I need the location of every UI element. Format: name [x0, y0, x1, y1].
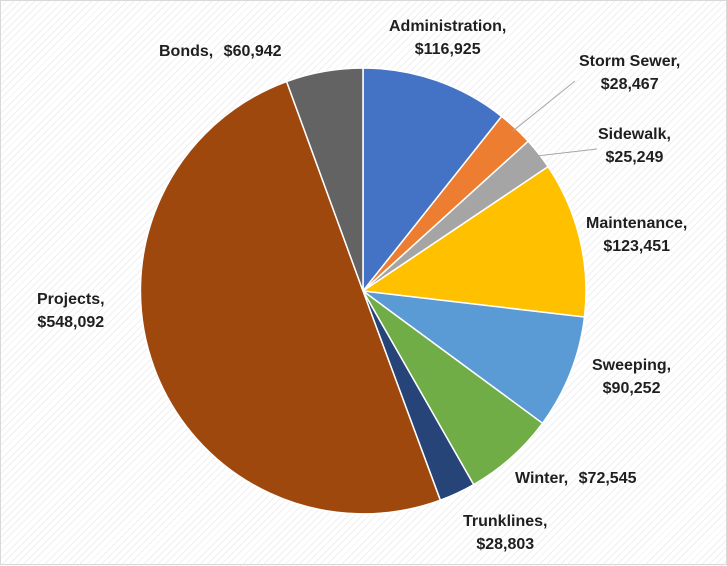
label-bonds: Bonds, $60,942 — [159, 40, 282, 63]
label-bonds-category: Bonds, — [159, 43, 214, 60]
label-maintenance-category: Maintenance, — [586, 215, 688, 232]
label-administration-value: $116,925 — [414, 41, 481, 58]
label-winter-value: $72,545 — [578, 470, 637, 487]
slice-administration — [362, 67, 503, 292]
label-sweeping: Sweeping, $90,252 — [592, 354, 671, 400]
label-trunklines-value: $28,803 — [476, 536, 535, 553]
label-administration-category: Administration, — [389, 18, 507, 35]
label-storm-sewer: Storm Sewer, $28,467 — [579, 50, 680, 96]
slice-projects — [139, 80, 442, 515]
label-trunklines-category: Trunklines, — [463, 513, 548, 530]
label-trunklines: Trunklines, $28,803 — [463, 510, 547, 556]
label-winter-category: Winter, — [515, 470, 569, 487]
label-winter: Winter, $72,545 — [515, 467, 637, 490]
leader-lines — [512, 80, 598, 157]
slice-maintenance — [362, 165, 587, 318]
label-storm-sewer-category: Storm Sewer, — [579, 53, 681, 70]
label-maintenance-value: $123,451 — [603, 238, 671, 255]
label-projects: Projects, $548,092 — [37, 288, 105, 334]
leader-line-storm-sewer — [512, 80, 576, 132]
label-sidewalk-category: Sidewalk, — [598, 126, 671, 143]
label-maintenance: Maintenance, $123,451 — [586, 212, 687, 258]
label-storm-sewer-value: $28,467 — [600, 76, 659, 93]
slice-sweeping — [362, 290, 586, 425]
label-sweeping-value: $90,252 — [602, 380, 661, 397]
slice-bonds — [285, 67, 364, 292]
label-projects-value: $548,092 — [37, 314, 105, 331]
label-projects-category: Projects, — [37, 291, 105, 308]
label-sidewalk: Sidewalk, $25,249 — [598, 123, 671, 169]
label-administration: Administration, $116,925 — [389, 15, 506, 61]
label-sweeping-category: Sweeping, — [592, 357, 672, 374]
leader-line-sidewalk — [535, 148, 598, 157]
pie-slices — [139, 67, 587, 515]
label-sidewalk-value: $25,249 — [605, 149, 664, 166]
label-bonds-value: $60,942 — [223, 43, 282, 60]
